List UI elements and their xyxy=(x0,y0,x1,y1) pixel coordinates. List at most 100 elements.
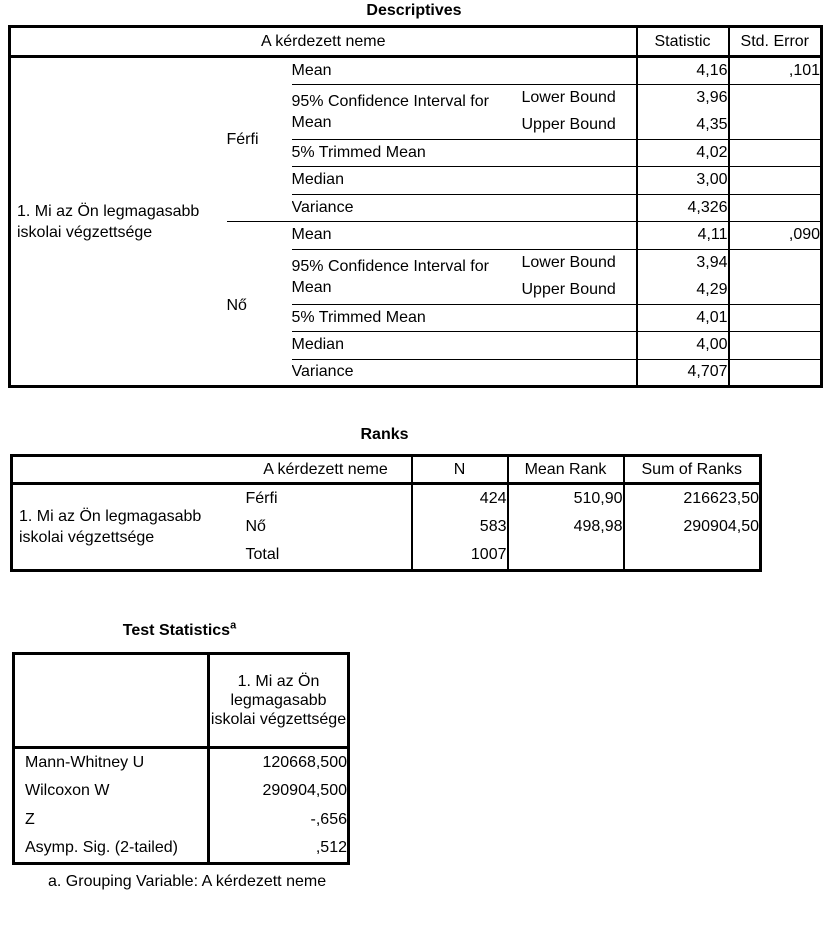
std-error-column-header: Std. Error xyxy=(727,26,822,58)
table-row: 1. Mi az Ön legmagasabb iskolai végzetts… xyxy=(10,56,822,241)
sum-of-ranks-value xyxy=(622,541,761,571)
stat-value: 4,35 xyxy=(635,111,729,139)
ranks-table: A kérdezett neme N Mean Rank Sum of Rank… xyxy=(10,454,762,572)
table-row: Total 1007 xyxy=(12,541,761,571)
stat-label: Variance xyxy=(291,358,517,387)
std-error-value xyxy=(727,276,822,304)
stat-label: Variance xyxy=(291,193,517,222)
std-error-value xyxy=(727,83,822,112)
table-row: Variance 4,707 xyxy=(10,358,822,387)
descriptives-header-row: A kérdezett neme Statistic Std. Error xyxy=(9,26,822,58)
stat-label: 5% Trimmed Mean xyxy=(291,303,517,332)
statistic-column-header: Statistic xyxy=(635,26,729,58)
stat-value: 4,29 xyxy=(635,276,729,304)
n-column-header: N xyxy=(410,455,508,485)
stat-value: 3,94 xyxy=(635,248,729,277)
stat-sublabel xyxy=(516,138,637,167)
grouping-variable-footnote: a. Grouping Variable: A kérdezett neme xyxy=(48,873,327,890)
variable-label: 1. Mi az Ön legmagasabb iskolai végzetts… xyxy=(19,508,202,546)
table-row: Variance 4,326 xyxy=(10,193,822,222)
stat-value: 120668,500 xyxy=(207,747,349,777)
group-label-female: Nő xyxy=(245,518,266,535)
table-row: 95% Confidence Interval for Mean Lower B… xyxy=(10,248,822,304)
n-value: 583 xyxy=(410,512,508,542)
stat-sublabel: Upper Bound xyxy=(521,116,616,133)
stat-value: 4,707 xyxy=(635,358,729,387)
group-label-male: Férfi xyxy=(226,131,259,148)
stat-label: Z xyxy=(25,811,35,828)
std-error-value xyxy=(727,331,822,359)
std-error-value xyxy=(727,303,822,332)
stat-value: 4,16 xyxy=(635,56,729,84)
ranks-title: Ranks xyxy=(360,426,409,443)
variable-label: 1. Mi az Ön legmagasabb iskolai végzetts… xyxy=(17,202,200,241)
mean-rank-value xyxy=(506,541,624,571)
group-variable-header: A kérdezett neme xyxy=(240,455,412,485)
table-row: Asymp. Sig. (2-tailed) ,512 xyxy=(14,834,349,864)
stat-label: Mann-Whitney U xyxy=(25,753,145,771)
table-row: Median 4,00 xyxy=(10,331,822,359)
group-label-total: Total xyxy=(245,546,280,564)
stat-label: Mean xyxy=(291,61,332,79)
test-statistics-title: Test Statisticsa xyxy=(12,619,347,640)
stat-sublabel xyxy=(516,166,637,194)
stat-label: 5% Trimmed Mean xyxy=(291,138,517,167)
table-row: 5% Trimmed Mean 4,01 xyxy=(10,303,822,332)
sum-of-ranks-value: 216623,50 xyxy=(622,483,761,513)
ranks-header-row: A kérdezett neme N Mean Rank Sum of Rank… xyxy=(11,455,761,485)
std-error-value: ,090 xyxy=(727,221,822,249)
std-error-value xyxy=(727,111,822,139)
stat-value: 4,02 xyxy=(635,138,729,167)
std-error-value xyxy=(727,138,822,167)
stat-sublabel: Upper Bound xyxy=(521,281,616,298)
stat-value: 290904,500 xyxy=(207,776,349,806)
stat-label: 95% Confidence Interval for Mean xyxy=(291,83,517,139)
stat-value: 3,00 xyxy=(635,166,729,194)
stat-sublabel xyxy=(516,221,637,249)
descriptives-table: A kérdezett neme Statistic Std. Error 1.… xyxy=(8,25,823,388)
table-row: Mann-Whitney U 120668,500 xyxy=(14,747,349,777)
mean-rank-column-header: Mean Rank xyxy=(506,455,624,485)
stat-sublabel xyxy=(516,193,637,222)
stat-sublabel xyxy=(516,303,637,332)
stat-sublabel xyxy=(517,57,637,85)
stat-value: 4,326 xyxy=(635,193,729,222)
group-label-male: Férfi xyxy=(245,489,278,507)
std-error-value xyxy=(727,358,822,387)
variable-column-header: 1. Mi az Ön legmagasabb iskolai végzetts… xyxy=(207,653,349,749)
stat-sublabel: Lower Bound xyxy=(516,248,637,277)
stat-sublabel xyxy=(516,331,637,359)
test-statistics-title-text: Test Statistics xyxy=(122,622,231,639)
stat-value: 3,96 xyxy=(635,83,729,112)
stat-label: 95% Confidence Interval for Mean xyxy=(291,248,517,304)
stat-value: 4,01 xyxy=(635,303,729,332)
stat-label: Median xyxy=(291,166,517,194)
test-statistics-header-row: 1. Mi az Ön legmagasabb iskolai végzetts… xyxy=(13,653,349,749)
mean-rank-value: 498,98 xyxy=(506,512,624,542)
table-row: Median 3,00 xyxy=(10,166,822,194)
sum-of-ranks-value: 290904,50 xyxy=(622,512,761,542)
table-row: 95% Confidence Interval for Mean Lower B… xyxy=(10,83,822,139)
n-value: 424 xyxy=(410,483,508,513)
n-value: 1007 xyxy=(410,541,508,571)
empty-header-cell xyxy=(11,455,241,485)
table-row: Upper Bound 4,35 xyxy=(10,111,822,139)
table-row: Nő Mean 4,11 ,090 xyxy=(10,221,822,387)
mean-rank-value: 510,90 xyxy=(506,483,624,513)
std-error-value xyxy=(727,248,822,277)
table-row: Z -,656 xyxy=(14,805,349,835)
descriptives-title: Descriptives xyxy=(366,2,462,19)
stat-label: Asymp. Sig. (2-tailed) xyxy=(25,839,178,857)
footnote-marker: a xyxy=(230,619,237,632)
stat-value: -,656 xyxy=(207,805,349,835)
table-row: 1. Mi az Ön legmagasabb iskolai végzetts… xyxy=(12,483,761,546)
table-row: 5% Trimmed Mean 4,02 xyxy=(10,138,822,167)
stat-label: Mean xyxy=(291,221,517,249)
std-error-value xyxy=(727,166,822,194)
group-label-female: Nő xyxy=(226,221,292,387)
test-statistics-table: 1. Mi az Ön legmagasabb iskolai végzetts… xyxy=(12,652,350,865)
table-row: Upper Bound 4,29 xyxy=(10,276,822,304)
stat-sublabel xyxy=(516,358,637,387)
std-error-value xyxy=(727,193,822,222)
